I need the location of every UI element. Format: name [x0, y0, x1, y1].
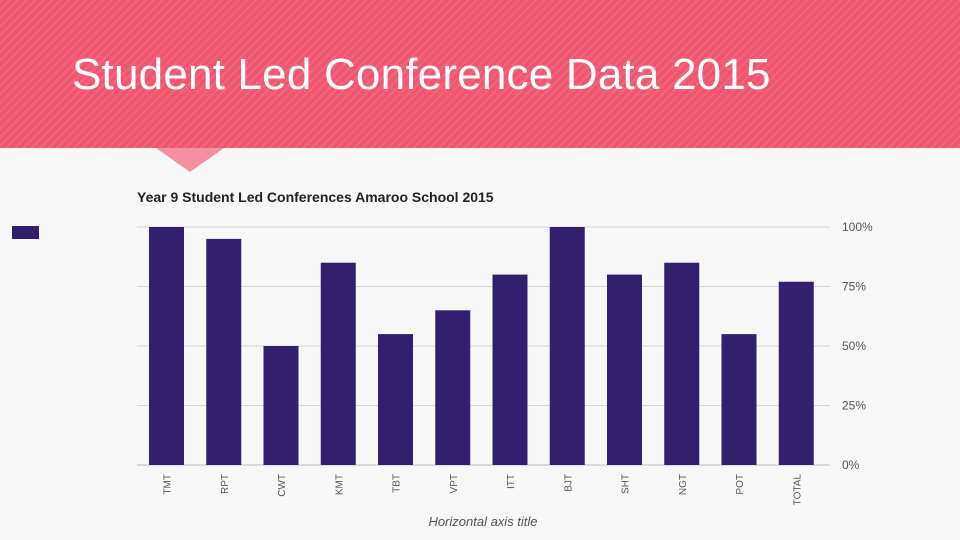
bar-itt [492, 274, 528, 465]
x-tick-label: RPT [220, 474, 231, 494]
x-tick-label: POT [735, 474, 746, 495]
bar-sht [607, 274, 642, 465]
bar-kmt [320, 262, 356, 465]
y-tick-label: 0% [842, 458, 860, 472]
x-tick-label: KMT [334, 474, 345, 495]
y-tick-labels: 0% 25% 50% 75% 100% [842, 220, 873, 472]
x-tick-label: TBT [392, 474, 403, 493]
banner-notch [156, 148, 224, 172]
x-axis-title: Horizontal axis title [428, 514, 537, 529]
slide-title: Student Led Conference Data 2015 [72, 50, 771, 99]
bar-vpt [435, 310, 471, 465]
bar-total [778, 281, 814, 465]
legend-swatch [12, 226, 39, 239]
bar-rpt [206, 238, 242, 465]
bar-tmt [149, 227, 184, 465]
x-tick-label: TMT [163, 474, 174, 495]
y-tick-label: 100% [842, 220, 873, 234]
x-tick-label: ITT [506, 474, 517, 489]
bar-pot [721, 334, 757, 465]
x-tick-label: VPT [449, 474, 460, 493]
x-tick-label: BJT [563, 474, 574, 492]
bar-tbt [378, 334, 413, 465]
bar-ngt [664, 262, 700, 465]
x-tick-label: CWT [277, 474, 288, 497]
bars [149, 227, 814, 465]
y-tick-label: 75% [842, 280, 866, 294]
bar-bjt [549, 227, 585, 465]
header-banner: Student Led Conference Data 2015 [0, 0, 960, 148]
x-tick-labels: TMT RPT CWT KMT TBT VPT ITT BJT SHT NGT POT TOTAL [163, 474, 804, 506]
x-tick-label: NGT [678, 474, 689, 495]
gridlines [137, 226, 830, 466]
x-tick-label: SHT [621, 474, 632, 494]
x-tick-label: TOTAL [792, 474, 803, 506]
bar-cwt [263, 346, 299, 465]
y-tick-label: 50% [842, 339, 866, 353]
y-tick-label: 25% [842, 399, 866, 413]
chart-title: Year 9 Student Led Conferences Amaroo Sc… [137, 189, 494, 205]
